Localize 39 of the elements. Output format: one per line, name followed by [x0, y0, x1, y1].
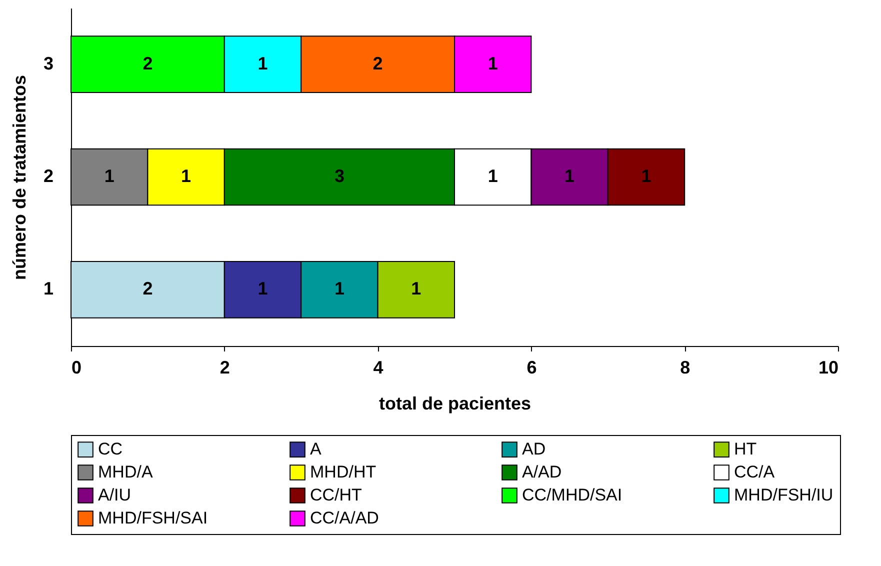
y-tick-label: 1: [43, 278, 54, 299]
legend-label: CC/HT: [310, 486, 362, 504]
legend-label: MHD/FSH/IU: [734, 486, 834, 504]
x-tick-label: 6: [526, 358, 537, 378]
data-label: 1: [488, 53, 498, 74]
x-tick-label: 0: [72, 358, 82, 378]
legend-label: A: [310, 440, 322, 459]
x-tick-label: 10: [818, 358, 838, 378]
x-tick-label: 8: [680, 358, 690, 378]
legend-label: A/AD: [522, 462, 562, 482]
y-axis-title: número de tratamientos: [9, 74, 30, 280]
x-tick-label: 2: [220, 358, 230, 378]
legend-label: CC/A: [734, 462, 776, 482]
data-label: 1: [334, 278, 344, 299]
data-label: 2: [142, 278, 153, 299]
x-axis-title: total de pacientes: [378, 394, 532, 414]
legend-label: MHD/HT: [310, 462, 376, 482]
legend-label: CC/MHD/SAI: [522, 486, 622, 504]
data-label: 1: [488, 166, 498, 186]
y-tick-label: 2: [43, 166, 54, 186]
data-label: 1: [564, 166, 575, 186]
data-label: 1: [258, 278, 268, 299]
data-label: 2: [142, 53, 153, 74]
legend-label: MHD/A: [98, 462, 154, 482]
data-label: 1: [104, 166, 114, 186]
data-label: 1: [181, 166, 192, 186]
legend-label: MHD/FSH/SAI: [98, 508, 208, 528]
legend-label: HT: [734, 440, 757, 459]
legend-label: AD: [522, 440, 546, 459]
x-tick-label: 4: [373, 358, 384, 378]
data-label: 2: [372, 53, 383, 74]
y-tick-label: 3: [43, 53, 54, 74]
data-label: 1: [411, 278, 422, 299]
legend-label: CC/A/AD: [310, 508, 379, 528]
legend-label: CC: [98, 440, 123, 459]
data-label: 1: [258, 53, 268, 74]
legend-label: A/IU: [98, 486, 132, 504]
data-label: 1: [641, 166, 652, 186]
data-label: 3: [334, 166, 344, 186]
